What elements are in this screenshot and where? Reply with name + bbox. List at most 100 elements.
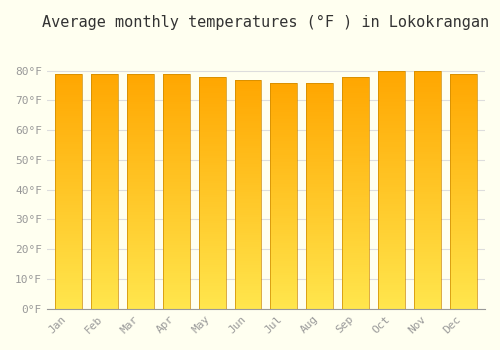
Bar [414,273,441,275]
Bar [162,226,190,229]
Bar [450,81,477,83]
Bar [198,135,226,137]
Bar [127,163,154,165]
Bar [378,237,405,240]
Bar [198,111,226,114]
Bar [342,202,369,204]
Bar [342,244,369,246]
Bar [198,197,226,199]
Bar [55,189,82,191]
Bar [450,278,477,281]
Bar [378,104,405,106]
Bar [234,169,262,171]
Bar [270,302,297,304]
Bar [162,215,190,217]
Bar [342,258,369,260]
Bar [162,276,190,278]
Bar [198,246,226,248]
Bar [91,226,118,229]
Bar [198,77,226,309]
Bar [234,226,262,229]
Bar [342,211,369,214]
Bar [270,160,297,162]
Bar [127,194,154,196]
Bar [234,183,262,185]
Bar [414,154,441,156]
Bar [162,243,190,245]
Bar [414,97,441,99]
Bar [342,118,369,121]
Bar [342,114,369,116]
Bar [306,279,334,282]
Bar [306,85,334,87]
Bar [342,272,369,274]
Bar [414,71,441,309]
Bar [127,295,154,297]
Bar [306,261,334,264]
Bar [450,78,477,81]
Bar [414,142,441,145]
Bar [270,187,297,189]
Bar [270,241,297,243]
Bar [270,198,297,200]
Bar [198,214,226,216]
Bar [414,185,441,187]
Bar [342,300,369,302]
Bar [198,188,226,190]
Bar [306,223,334,225]
Bar [55,288,82,290]
Bar [55,212,82,215]
Bar [378,118,405,121]
Bar [198,307,226,309]
Bar [450,175,477,177]
Bar [450,151,477,154]
Bar [342,93,369,95]
Bar [162,299,190,302]
Bar [91,224,118,226]
Bar [55,118,82,121]
Bar [378,128,405,130]
Bar [378,137,405,140]
Bar [55,203,82,205]
Bar [55,142,82,144]
Bar [378,116,405,118]
Bar [91,149,118,151]
Bar [55,81,82,83]
Bar [378,83,405,85]
Bar [127,201,154,203]
Bar [162,212,190,215]
Bar [378,180,405,183]
Bar [127,304,154,306]
Bar [378,173,405,175]
Bar [91,257,118,259]
Bar [55,297,82,299]
Bar [234,279,262,281]
Bar [414,240,441,242]
Bar [378,204,405,206]
Bar [91,252,118,255]
Bar [127,233,154,236]
Bar [198,239,226,241]
Bar [55,281,82,283]
Bar [306,214,334,216]
Bar [127,102,154,104]
Bar [270,277,297,279]
Bar [414,220,441,223]
Bar [55,226,82,229]
Bar [234,178,262,180]
Bar [450,212,477,215]
Bar [378,113,405,116]
Bar [306,270,334,273]
Bar [378,88,405,90]
Bar [306,160,334,162]
Bar [91,229,118,231]
Bar [55,259,82,262]
Bar [91,76,118,78]
Bar [378,275,405,278]
Bar [270,200,297,202]
Bar [414,266,441,268]
Bar [378,73,405,76]
Bar [306,196,334,198]
Bar [414,121,441,123]
Bar [162,76,190,78]
